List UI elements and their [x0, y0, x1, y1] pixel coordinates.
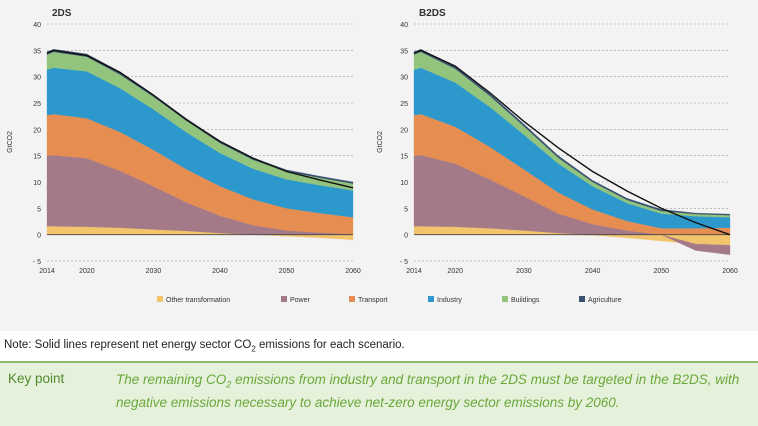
- chart-b2ds: B2DS GtCO2 - 5 0 5 10 15 20 25 30 35 40 2014 2020 2030…: [377, 8, 738, 275]
- x-tick-label: 2040: [212, 268, 228, 275]
- x-tick-label: 2030: [146, 268, 162, 275]
- chart-title: 2DS: [52, 8, 72, 19]
- legend-item: Power: [281, 296, 311, 304]
- y-tick-label: 40: [400, 22, 408, 29]
- net-emissions-line: [413, 49, 731, 236]
- y-tick-label: 0: [404, 233, 408, 240]
- legend-swatch: [579, 296, 585, 302]
- y-axis-label: GtCO2: [377, 131, 384, 153]
- legend-label: Agriculture: [588, 297, 622, 304]
- legend: Other transformation Power Transport Indust…: [157, 296, 622, 304]
- key-point-box: Key point The remaining CO2 emissions fr…: [0, 361, 758, 426]
- net-emissions-line: [46, 49, 354, 189]
- y-tick-label: 0: [37, 233, 41, 240]
- y-tick-label: 35: [400, 48, 408, 55]
- legend-item: Buildings: [502, 296, 540, 304]
- figure-panel: 2DS GtCO2- 5 0 5 10 15 20 25 30 35 40 2014 2020 2030 2…: [0, 0, 758, 331]
- y-tick-label: 15: [400, 154, 408, 161]
- x-tick-label: 2060: [722, 268, 738, 275]
- note-suffix: emissions for each scenario.: [255, 339, 405, 351]
- chart-2ds: 2DS GtCO2 - 5 0 5 10 15 20 25 30 35 40 2014 2020 2030 2…: [7, 8, 361, 275]
- key-point-text: The remaining CO2 emissions from industr…: [116, 371, 748, 411]
- y-tick-label: 30: [33, 75, 41, 82]
- x-tick-label: 2020: [447, 268, 463, 275]
- legend-item: Transport: [349, 296, 388, 304]
- legend-swatch: [157, 296, 163, 302]
- legend-item: Other transformation: [157, 296, 230, 304]
- y-tick-label: 25: [33, 101, 41, 108]
- area-agriculture: [413, 49, 731, 216]
- x-tick-label: 2020: [79, 268, 95, 275]
- legend-swatch: [502, 296, 508, 302]
- y-tick-label: 20: [33, 127, 41, 134]
- legend-item: Industry: [428, 296, 462, 304]
- note-sub: 2: [251, 344, 256, 354]
- y-tick-label: 30: [400, 75, 408, 82]
- y-tick-label: 25: [400, 101, 408, 108]
- legend-label: Industry: [437, 297, 462, 304]
- legend-label: Buildings: [511, 297, 540, 304]
- y-tick-label: 20: [400, 127, 408, 134]
- chart-title: B2DS: [419, 8, 446, 19]
- x-tick-label: 2060: [345, 268, 361, 275]
- y-tick-label: 5: [404, 206, 408, 213]
- x-tick-label: 2014: [406, 268, 422, 275]
- key-point-text-b: emissions from industry and transport in…: [116, 372, 740, 410]
- y-tick-label: 10: [33, 180, 41, 187]
- y-tick-label: - 5: [33, 259, 41, 266]
- legend-swatch: [281, 296, 287, 302]
- y-tick-label: 10: [400, 180, 408, 187]
- y-tick-label: 40: [33, 22, 41, 29]
- legend-label: Power: [290, 297, 311, 304]
- key-point-text-a: The remaining CO: [116, 372, 227, 387]
- key-point-sub: 2: [226, 379, 232, 390]
- key-point-label: Key point: [8, 371, 65, 386]
- figure-note: Note: Solid lines represent net energy s…: [4, 339, 405, 353]
- x-tick-label: 2050: [279, 268, 295, 275]
- x-tick-label: 2040: [585, 268, 601, 275]
- y-tick-label: 15: [33, 154, 41, 161]
- legend-swatch: [349, 296, 355, 302]
- y-tick-label: 5: [37, 206, 41, 213]
- y-tick-label: - 5: [400, 259, 408, 266]
- legend-item: Agriculture: [579, 296, 622, 304]
- legend-label: Other transformation: [166, 297, 230, 304]
- x-tick-label: 2050: [654, 268, 670, 275]
- legend-label: Transport: [358, 297, 388, 304]
- legend-swatch: [428, 296, 434, 302]
- y-tick-label: 35: [33, 48, 41, 55]
- x-tick-label: 2030: [516, 268, 532, 275]
- note-prefix: Note: Solid lines represent net energy s…: [4, 339, 252, 351]
- x-tick-label: 2014: [39, 268, 55, 275]
- y-axis-label: GtCO2: [7, 131, 14, 153]
